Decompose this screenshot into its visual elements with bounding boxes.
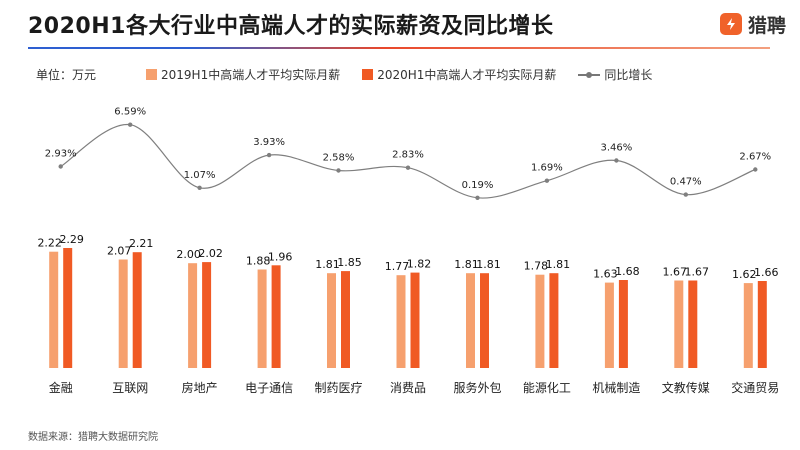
bar-value-label-2020: 1.85	[337, 256, 362, 269]
growth-point	[405, 165, 411, 170]
page-title: 2020H1各大行业中高端人才的实际薪资及同比增长	[28, 14, 554, 39]
growth-point	[475, 195, 480, 200]
bar-value-label-2019: 1.63	[593, 268, 618, 281]
bar-value-label-2019: 2.00	[176, 248, 201, 261]
source-note: 数据来源：猎聘大数据研究院	[28, 432, 158, 443]
legend-swatch-2019	[146, 69, 157, 80]
category-label: 文教传媒	[662, 380, 710, 395]
bar-value-label-2019: 1.88	[246, 255, 271, 268]
bar-2020	[688, 280, 698, 368]
bar-2020	[63, 248, 73, 368]
growth-point	[683, 192, 688, 197]
bar-value-label-2020: 1.67	[685, 266, 710, 279]
growth-point	[614, 158, 619, 163]
bar-value-label-2020: 1.81	[476, 258, 501, 271]
category-label: 房地产	[182, 380, 218, 395]
bar-2020	[341, 271, 350, 368]
category-label: 制药医疗	[314, 381, 362, 395]
legend-label-2020: 2020H1中高端人才平均实际月薪	[377, 68, 557, 82]
category-label: 服务外包	[453, 380, 501, 395]
bar-2019	[188, 263, 198, 368]
bar-2019	[396, 275, 406, 368]
growth-label: 2.67%	[739, 152, 771, 163]
category-label: 消费品	[390, 381, 426, 395]
bar-2020	[549, 273, 559, 368]
bar-2019	[118, 259, 128, 368]
growth-label: 1.69%	[531, 163, 563, 174]
bar-2019	[49, 251, 59, 368]
bar-2020	[757, 281, 767, 368]
growth-label: 2.83%	[392, 150, 424, 161]
bar-value-label-2020: 1.96	[268, 250, 293, 263]
category-label: 电子通信	[245, 381, 293, 395]
bar-2019	[257, 269, 267, 368]
bar-2019	[535, 274, 545, 368]
bar-value-label-2020: 2.21	[129, 237, 154, 250]
legend-item-2020: 2020H1中高端人才平均实际月薪	[362, 66, 556, 83]
bar-value-label-2019: 1.77	[385, 260, 410, 273]
bar-value-label-2020: 1.68	[615, 265, 640, 278]
growth-label: 1.07%	[184, 170, 216, 181]
category-label: 能源化工	[523, 381, 571, 395]
bar-value-label-2020: 2.02	[198, 247, 223, 260]
brand-name: 猎聘	[747, 14, 786, 37]
bar-2020	[132, 252, 142, 368]
growth-point	[58, 164, 63, 169]
bar-2019	[327, 273, 336, 368]
category-label: 互联网	[112, 381, 148, 395]
bar-value-label-2019: 1.81	[315, 258, 340, 271]
legend-label-growth: 同比增长	[604, 68, 653, 82]
growth-label: 3.93%	[253, 137, 285, 148]
category-label: 机械制造	[592, 380, 640, 395]
bar-2020	[410, 272, 420, 368]
growth-label: 3.46%	[601, 143, 633, 154]
growth-line	[60, 124, 756, 199]
bar-value-label-2020: 2.29	[59, 233, 84, 246]
legend-item-2019: 2019H1中高端人才平均实际月薪	[146, 66, 340, 83]
legend-label-2019: 2019H1中高端人才平均实际月薪	[161, 68, 341, 82]
bar-2020	[480, 273, 489, 368]
bar-2019	[674, 280, 684, 368]
growth-point	[128, 122, 133, 127]
category-label: 交通贸易	[731, 380, 779, 395]
bar-2020	[618, 280, 628, 368]
bar-value-label-2019: 2.22	[37, 237, 62, 250]
bar-value-label-2019: 2.07	[107, 245, 132, 258]
bar-value-label-2020: 1.81	[546, 258, 571, 271]
bar-value-label-2019: 1.78	[524, 260, 549, 273]
growth-point	[753, 167, 758, 172]
growth-point	[197, 185, 202, 190]
growth-label: 2.58%	[323, 153, 355, 164]
bar-2019	[743, 283, 753, 368]
liepin-logo-icon	[719, 13, 742, 35]
bar-2020	[271, 265, 281, 368]
unit-label: 单位：万元	[36, 68, 97, 82]
bar-value-label-2019: 1.62	[732, 268, 757, 281]
growth-label: 2.93%	[45, 149, 77, 160]
brand-logo: 猎聘	[719, 9, 786, 39]
growth-label: 6.59%	[114, 107, 146, 118]
growth-label: 0.47%	[670, 177, 702, 188]
legend-item-growth: 同比增长	[578, 66, 652, 83]
bar-2020	[202, 262, 212, 368]
growth-label: 0.19%	[462, 180, 494, 191]
bar-value-label-2019: 1.67	[663, 266, 688, 279]
category-label: 金融	[49, 380, 73, 395]
bar-value-label-2019: 1.81	[454, 258, 479, 271]
bar-value-label-2020: 1.66	[754, 266, 779, 279]
legend-swatch-growth	[578, 70, 601, 80]
title-underline	[28, 47, 770, 49]
bar-value-label-2020: 1.82	[407, 258, 432, 271]
chart-legend: 2019H1中高端人才平均实际月薪 2020H1中高端人才平均实际月薪 同比增长	[146, 66, 674, 83]
legend-swatch-2020	[362, 69, 374, 80]
bar-2019	[466, 273, 475, 368]
growth-point	[266, 152, 272, 158]
growth-point	[544, 178, 550, 183]
growth-point	[336, 168, 341, 173]
bar-2019	[604, 282, 614, 368]
